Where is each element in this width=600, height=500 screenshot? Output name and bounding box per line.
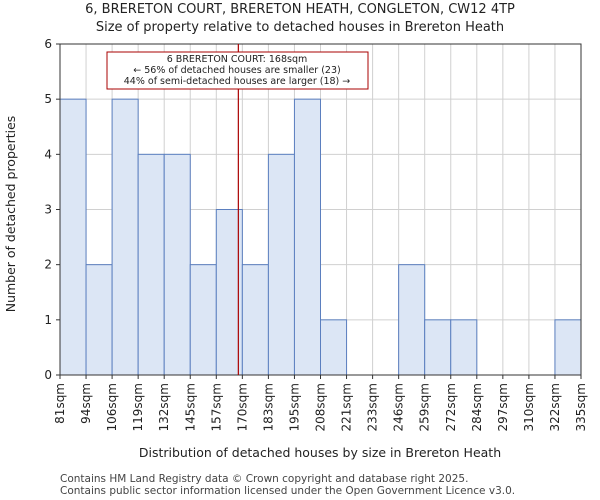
y-axis-ticks: 0 1 2 3 4 5 6 bbox=[44, 37, 60, 382]
bar bbox=[424, 319, 452, 376]
x-tick-label: 145sqm bbox=[183, 383, 197, 431]
bar bbox=[293, 98, 322, 376]
bar bbox=[85, 264, 113, 376]
x-tick-label: 259sqm bbox=[418, 383, 432, 431]
x-tick-label: 272sqm bbox=[444, 383, 458, 431]
x-tick-label: 208sqm bbox=[314, 383, 328, 431]
bar bbox=[189, 264, 217, 376]
bars bbox=[59, 98, 582, 376]
footer-line-1: Contains HM Land Registry data © Crown c… bbox=[60, 473, 468, 485]
annotation-box: 6 BRERETON COURT: 168sqm ← 56% of detach… bbox=[106, 51, 369, 90]
x-tick-label: 233sqm bbox=[366, 383, 380, 431]
bar bbox=[450, 319, 478, 376]
annotation-frame bbox=[106, 51, 369, 90]
y-tick-label: 3 bbox=[44, 203, 52, 217]
annotation-line-2: ← 56% of detached houses are smaller (23… bbox=[133, 65, 340, 76]
bar bbox=[59, 98, 87, 376]
x-tick-label: 94sqm bbox=[79, 383, 93, 424]
x-tick-label: 195sqm bbox=[287, 383, 301, 431]
chart-subtitle: Size of property relative to detached ho… bbox=[96, 20, 504, 35]
x-tick-label: 322sqm bbox=[548, 383, 562, 431]
x-axis-label: Distribution of detached houses by size … bbox=[139, 445, 501, 460]
x-tick-label: 246sqm bbox=[392, 383, 406, 431]
bar bbox=[137, 153, 165, 376]
y-tick-label: 2 bbox=[44, 258, 52, 272]
x-tick-label: 132sqm bbox=[157, 383, 171, 431]
annotation-line-3: 44% of semi-detached houses are larger (… bbox=[124, 76, 351, 87]
y-tick-label: 5 bbox=[44, 92, 52, 106]
x-tick-label: 310sqm bbox=[522, 383, 536, 431]
bar bbox=[111, 98, 139, 376]
x-tick-label: 157sqm bbox=[209, 383, 223, 431]
y-axis-label: Number of detached properties bbox=[3, 116, 18, 313]
bar bbox=[241, 264, 269, 376]
x-tick-label: 335sqm bbox=[574, 383, 588, 431]
x-tick-label: 81sqm bbox=[53, 383, 67, 424]
x-tick-label: 297sqm bbox=[496, 383, 510, 431]
x-tick-label: 170sqm bbox=[235, 383, 249, 431]
bar bbox=[267, 153, 295, 376]
plot-frame bbox=[59, 43, 582, 376]
x-tick-label: 284sqm bbox=[470, 383, 484, 431]
bar bbox=[398, 264, 426, 376]
annotation-line-1: 6 BRERETON COURT: 168sqm bbox=[167, 54, 308, 65]
bar bbox=[554, 319, 582, 376]
chart-title: 6, BRERETON COURT, BRERETON HEATH, CONGL… bbox=[85, 2, 515, 17]
footer-line-2: Contains public sector information licen… bbox=[60, 485, 515, 497]
y-tick-label: 1 bbox=[44, 313, 52, 327]
x-axis-ticks: 81sqm 94sqm 106sqm 119sqm 132sqm 145sqm 157sqm… bbox=[53, 375, 588, 431]
x-tick-label: 221sqm bbox=[340, 383, 354, 431]
y-tick-label: 0 bbox=[44, 368, 52, 382]
x-tick-label: 183sqm bbox=[261, 383, 275, 431]
y-tick-label: 4 bbox=[44, 147, 52, 161]
x-tick-label: 106sqm bbox=[105, 383, 119, 431]
x-tick-label: 119sqm bbox=[131, 383, 145, 431]
y-tick-label: 6 bbox=[44, 37, 52, 51]
bar bbox=[320, 319, 348, 376]
bar bbox=[163, 153, 191, 376]
